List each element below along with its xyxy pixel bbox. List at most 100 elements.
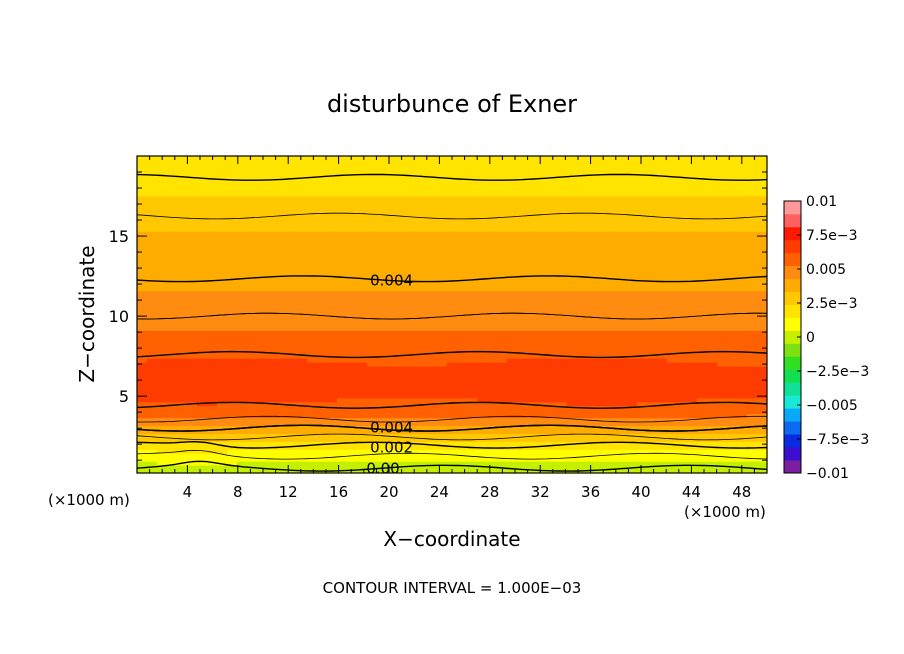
contour-cell xyxy=(347,282,358,288)
contour-cell xyxy=(507,286,518,292)
contour-cell xyxy=(367,330,378,335)
contour-cell xyxy=(687,294,698,300)
contour-cell xyxy=(367,342,378,347)
contour-cell xyxy=(307,251,318,256)
contour-cell xyxy=(477,306,488,312)
contour-cell xyxy=(457,310,468,316)
contour-cell xyxy=(597,255,608,260)
contour-cell xyxy=(577,175,588,181)
contour-cell xyxy=(447,330,458,335)
contour-cell xyxy=(227,413,238,419)
contour-cell xyxy=(727,421,738,427)
contour-cell xyxy=(647,326,658,331)
contour-cell xyxy=(617,358,628,363)
contour-cell xyxy=(217,346,228,351)
contour-cell xyxy=(697,306,708,312)
contour-cell xyxy=(237,167,248,173)
contour-cell xyxy=(137,282,148,288)
contour-cell xyxy=(417,453,428,458)
contour-cell xyxy=(187,231,198,236)
contour-cell xyxy=(227,465,238,470)
contour-cell xyxy=(347,322,358,327)
contour-cell xyxy=(737,266,748,272)
contour-cell xyxy=(377,377,388,383)
contour-cell xyxy=(747,175,758,181)
contour-cell xyxy=(247,274,258,280)
contour-cell xyxy=(757,247,767,252)
contour-cell xyxy=(717,366,728,371)
contour-cell xyxy=(647,294,658,300)
contour-cell xyxy=(277,215,288,220)
contour-cell xyxy=(237,369,248,375)
contour-cell xyxy=(317,425,328,431)
contour-cell xyxy=(657,183,668,189)
contour-cell xyxy=(357,262,368,268)
contour-cell xyxy=(397,449,408,454)
contour-cell xyxy=(377,163,388,169)
contour-cell xyxy=(377,290,388,296)
contour-cell xyxy=(427,465,438,470)
contour-cell xyxy=(397,231,408,236)
contour-cell xyxy=(437,251,448,256)
contour-cell xyxy=(547,322,558,327)
contour-cell xyxy=(467,326,478,331)
contour-cell xyxy=(287,302,298,308)
contour-cell xyxy=(427,366,438,371)
contour-cell xyxy=(477,235,488,240)
contour-cell xyxy=(307,183,318,189)
contour-cell xyxy=(187,413,198,419)
contour-cell xyxy=(277,175,288,181)
contour-cell xyxy=(347,167,358,173)
contour-cell xyxy=(347,314,358,320)
contour-cell xyxy=(747,453,758,458)
contour-cell xyxy=(407,223,418,228)
contour-cell xyxy=(727,159,738,165)
contour-cell xyxy=(447,247,458,252)
contour-cell xyxy=(427,239,438,244)
contour-cell xyxy=(417,417,428,423)
contour-cell xyxy=(667,453,678,458)
contour-cell xyxy=(227,251,238,256)
contour-cell xyxy=(527,425,538,431)
contour-cell xyxy=(257,449,268,454)
contour-cell xyxy=(717,282,728,288)
contour-cell xyxy=(577,211,588,217)
contour-cell xyxy=(277,255,288,260)
contour-cell xyxy=(187,219,198,224)
contour-cell xyxy=(537,413,548,419)
contour-cell xyxy=(447,453,458,458)
contour-cell xyxy=(277,437,288,442)
contour-cell xyxy=(267,457,278,462)
contour-cell xyxy=(557,207,568,213)
contour-cell xyxy=(197,397,208,403)
contour-cell xyxy=(627,445,638,450)
contour-cell xyxy=(607,366,618,371)
contour-cell xyxy=(657,346,668,351)
contour-cell xyxy=(487,239,498,244)
contour-cell xyxy=(507,338,518,343)
contour-cell xyxy=(727,322,738,327)
contour-cell xyxy=(537,195,548,201)
contour-cell xyxy=(557,266,568,272)
contour-cell xyxy=(537,282,548,288)
contour-cell xyxy=(337,179,348,185)
contour-cell xyxy=(747,373,758,379)
contour-cell xyxy=(387,377,398,383)
contour-cell xyxy=(397,199,408,205)
contour-cell xyxy=(497,401,508,407)
contour-cell xyxy=(157,211,168,217)
contour-cell xyxy=(567,397,578,403)
contour-cell xyxy=(457,282,468,288)
contour-cell xyxy=(597,175,608,181)
contour-cell xyxy=(267,369,278,375)
contour-cell xyxy=(677,255,688,260)
contour-cell xyxy=(517,314,528,320)
contour-cell xyxy=(727,401,738,407)
contour-cell xyxy=(377,425,388,431)
contour-cell xyxy=(717,203,728,209)
contour-cell xyxy=(467,453,478,458)
contour-cell xyxy=(557,223,568,228)
contour-cell xyxy=(387,449,398,454)
contour-cell xyxy=(377,330,388,335)
contour-cell xyxy=(167,310,178,316)
